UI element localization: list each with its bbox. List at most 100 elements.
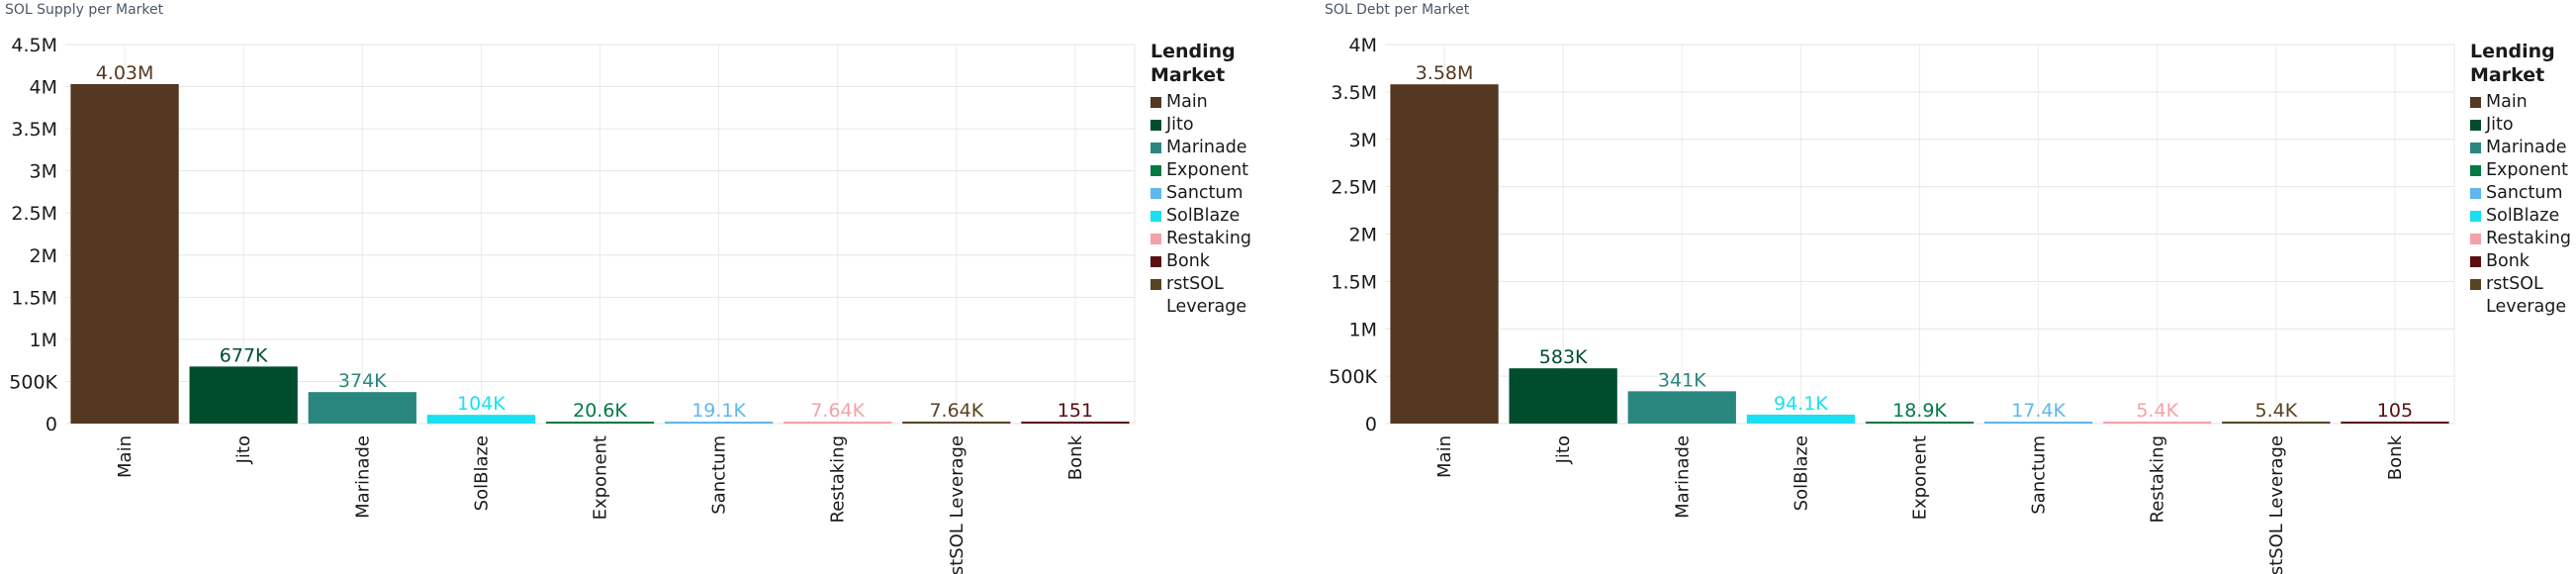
bar-rstsol-leverage bbox=[2222, 422, 2331, 424]
bar-bonk bbox=[2341, 422, 2449, 424]
legend-label: rstSOL Leverage bbox=[2486, 274, 2567, 317]
debt-chart-panel: SOL Debt per Market 0 500K 1M 1.5M 2M 2.5M 3M 3… bbox=[1320, 0, 2576, 574]
bar-bonk bbox=[1021, 422, 1130, 424]
legend-item[interactable]: Bonk bbox=[2470, 250, 2576, 273]
legend-label: SolBlaze bbox=[2486, 206, 2560, 226]
y-tick-label: 500K bbox=[1329, 366, 1377, 388]
legend-swatch bbox=[1150, 120, 1161, 131]
x-category-label: SolBlaze bbox=[1791, 435, 1811, 511]
legend-item[interactable]: Sanctum bbox=[2470, 182, 2576, 205]
legend-swatch bbox=[2470, 97, 2481, 108]
data-label: 5.4K bbox=[2254, 400, 2297, 422]
legend-swatch bbox=[1150, 97, 1161, 108]
legend-item[interactable]: Main bbox=[2470, 91, 2576, 114]
data-label: 17.4K bbox=[2011, 400, 2066, 422]
legend-item[interactable]: Jito bbox=[2470, 114, 2576, 137]
legend-item[interactable]: Jito bbox=[1150, 114, 1275, 137]
legend-label: Jito bbox=[2486, 115, 2514, 135]
legend-label: rstSOL Leverage bbox=[1166, 274, 1247, 317]
legend: Lending Market Main Jito Marinade Exponent S… bbox=[1150, 40, 1306, 319]
chart-title: SOL Debt per Market bbox=[1325, 2, 1470, 18]
bar-solblaze bbox=[426, 415, 536, 424]
legend-swatch bbox=[2470, 188, 2481, 199]
y-tick-label: 4.5M bbox=[11, 35, 57, 56]
y-tick-label: 3M bbox=[30, 161, 57, 183]
bar-exponent bbox=[545, 422, 655, 424]
supply-bar-chart: 0 500K 1M 1.5M 2M 2.5M 3M 3.5M 4M 4.5M 4.03M Main 67… bbox=[9, 35, 1136, 574]
x-category-label: rstSOL Leverage bbox=[2266, 435, 2287, 574]
y-tick-label: 2M bbox=[1349, 225, 1377, 246]
legend-item[interactable]: Restaking bbox=[1150, 228, 1275, 250]
bar-jito bbox=[1509, 368, 1617, 424]
legend-label: Main bbox=[1166, 92, 1208, 112]
y-tick-label: 1.5M bbox=[1331, 271, 1377, 293]
bar-solblaze bbox=[1746, 414, 1856, 424]
legend-swatch bbox=[1150, 234, 1161, 244]
bar-jito bbox=[189, 366, 298, 424]
legend-swatch bbox=[2470, 279, 2481, 290]
bar-marinade bbox=[308, 392, 416, 424]
data-label: 341K bbox=[1658, 369, 1706, 391]
data-label: 3.58M bbox=[1416, 62, 1474, 84]
legend-label: Sanctum bbox=[2486, 183, 2563, 203]
legend-item[interactable]: Marinade bbox=[2470, 137, 2576, 159]
data-label: 18.9K bbox=[1892, 400, 1947, 422]
data-label: 105 bbox=[2377, 400, 2413, 422]
y-tick-label: 2.5M bbox=[11, 203, 57, 225]
bar-sanctum bbox=[664, 422, 774, 424]
legend-title: Lending Market bbox=[1150, 41, 1236, 86]
legend-item[interactable]: Sanctum bbox=[1150, 182, 1275, 205]
y-tick-label: 1M bbox=[30, 330, 57, 351]
legend: Lending Market Main Jito Marinade Exponent S… bbox=[2470, 40, 2576, 319]
y-tick-label: 4M bbox=[30, 77, 57, 99]
data-label: 19.1K bbox=[691, 400, 746, 422]
data-label: 20.6K bbox=[573, 400, 627, 422]
bar-rstsol-leverage bbox=[902, 422, 1011, 424]
legend-swatch bbox=[1150, 256, 1161, 267]
x-category-label: SolBlaze bbox=[471, 435, 492, 511]
legend-label: Marinade bbox=[2486, 138, 2567, 157]
legend-item[interactable]: SolBlaze bbox=[1150, 205, 1275, 228]
chart-title: SOL Supply per Market bbox=[5, 2, 164, 18]
x-category-label: Bonk bbox=[1065, 434, 1086, 480]
bar-restaking bbox=[783, 422, 892, 424]
legend-label: Jito bbox=[1166, 115, 1194, 135]
x-category-label: Bonk bbox=[2385, 434, 2406, 480]
legend-item[interactable]: Bonk bbox=[1150, 250, 1275, 273]
bar-restaking bbox=[2103, 422, 2212, 424]
legend-swatch bbox=[2470, 256, 2481, 267]
legend-item[interactable]: rstSOL Leverage bbox=[2470, 273, 2576, 319]
legend-title: Lending Market bbox=[2470, 41, 2555, 86]
legend-item[interactable]: Marinade bbox=[1150, 137, 1275, 159]
legend-label: SolBlaze bbox=[1166, 206, 1241, 226]
legend-item[interactable]: rstSOL Leverage bbox=[1150, 273, 1275, 319]
data-label: 94.1K bbox=[1774, 393, 1828, 415]
data-label: 7.64K bbox=[929, 400, 983, 422]
legend-label: Restaking bbox=[1166, 229, 1252, 248]
legend-swatch bbox=[1150, 211, 1161, 222]
legend-item[interactable]: SolBlaze bbox=[2470, 205, 2576, 228]
y-tick-label: 2M bbox=[30, 245, 57, 267]
x-category-label: Marinade bbox=[352, 435, 373, 519]
data-label: 374K bbox=[338, 370, 387, 392]
legend-item[interactable]: Restaking bbox=[2470, 228, 2576, 250]
legend-swatch bbox=[2470, 211, 2481, 222]
y-tick-label: 500K bbox=[9, 371, 57, 393]
legend-swatch bbox=[2470, 234, 2481, 244]
debt-bar-chart: 0 500K 1M 1.5M 2M 2.5M 3M 3.5M 4M 3.58M Main 583K Ji… bbox=[1329, 35, 2455, 574]
y-tick-label: 1.5M bbox=[11, 287, 57, 309]
bar-main bbox=[1390, 84, 1499, 424]
legend-swatch bbox=[2470, 120, 2481, 131]
x-category-label: Exponent bbox=[591, 435, 611, 520]
legend-item[interactable]: Exponent bbox=[1150, 159, 1275, 182]
legend-item[interactable]: Main bbox=[1150, 91, 1275, 114]
bar-sanctum bbox=[1983, 422, 2093, 424]
bar-marinade bbox=[1627, 391, 1736, 424]
data-label: 677K bbox=[220, 344, 268, 366]
x-category-label: Jito bbox=[1553, 435, 1574, 464]
x-category-label: Sanctum bbox=[709, 435, 730, 515]
y-tick-label: 0 bbox=[1365, 414, 1377, 435]
legend-item[interactable]: Exponent bbox=[2470, 159, 2576, 182]
y-tick-label: 3.5M bbox=[1331, 82, 1377, 104]
x-category-label: Sanctum bbox=[2029, 435, 2050, 515]
